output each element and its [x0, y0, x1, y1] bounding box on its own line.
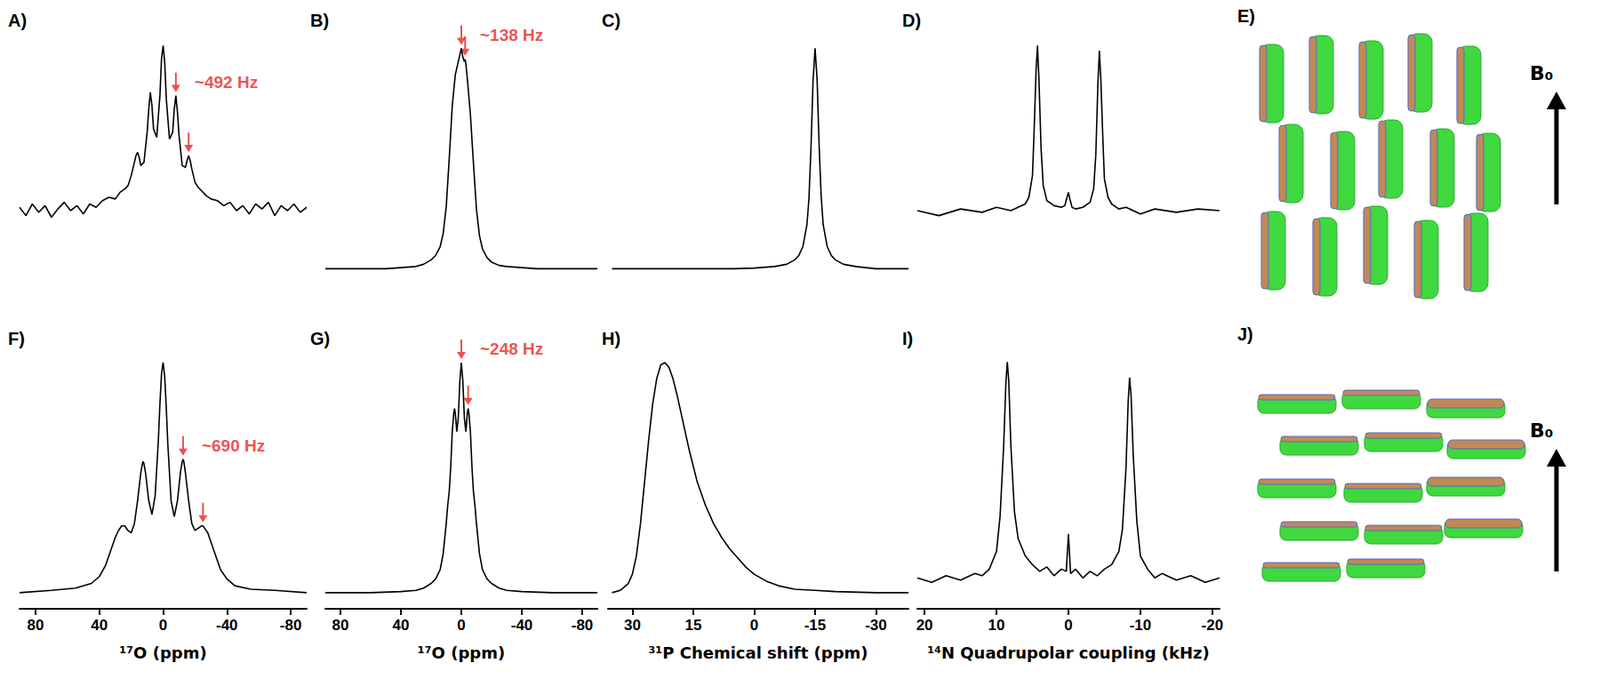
svg-text:0: 0 [159, 616, 168, 634]
svg-text:~492 Hz: ~492 Hz [194, 72, 258, 92]
svg-text:E): E) [1237, 6, 1256, 26]
svg-text:0: 0 [750, 616, 759, 634]
svg-text:F): F) [8, 328, 25, 349]
svg-text:80: 80 [332, 616, 350, 634]
svg-text:-80: -80 [280, 616, 303, 634]
svg-text:¹⁷O (ppm): ¹⁷O (ppm) [417, 643, 505, 663]
svg-text:~138 Hz: ~138 Hz [480, 25, 544, 45]
svg-text:-30: -30 [864, 616, 888, 634]
svg-text:D): D) [902, 10, 921, 31]
svg-text:¹⁷O (ppm): ¹⁷O (ppm) [119, 643, 207, 663]
svg-text:~690 Hz: ~690 Hz [201, 436, 265, 456]
svg-text:B₀: B₀ [1529, 419, 1553, 442]
svg-text:-80: -80 [571, 616, 594, 634]
svg-text:80: 80 [26, 616, 44, 634]
svg-text:0: 0 [456, 616, 465, 634]
svg-text:15: 15 [684, 616, 702, 634]
svg-text:I): I) [902, 328, 913, 349]
svg-text:~248 Hz: ~248 Hz [480, 339, 544, 359]
svg-text:C): C) [601, 10, 621, 31]
svg-text:-15: -15 [804, 616, 827, 634]
svg-text:40: 40 [90, 616, 108, 634]
svg-text:-40: -40 [511, 616, 534, 634]
svg-text:G): G) [310, 328, 330, 349]
svg-text:40: 40 [392, 616, 410, 634]
svg-text:-40: -40 [216, 616, 239, 634]
svg-text:¹⁴N Quadrupolar coupling (kHz): ¹⁴N Quadrupolar coupling (kHz) [927, 643, 1210, 663]
svg-text:20: 20 [916, 616, 934, 634]
svg-text:H): H) [601, 328, 621, 349]
svg-text:10: 10 [988, 616, 1006, 634]
svg-text:-20: -20 [1201, 616, 1224, 634]
svg-text:B): B) [310, 10, 329, 31]
svg-text:J): J) [1237, 324, 1254, 344]
svg-text:B₀: B₀ [1529, 62, 1553, 85]
svg-text:0: 0 [1064, 616, 1072, 634]
svg-text:A): A) [8, 10, 27, 31]
svg-text:-10: -10 [1129, 616, 1152, 634]
svg-text:30: 30 [624, 616, 641, 634]
svg-text:³¹P Chemical shift (ppm): ³¹P Chemical shift (ppm) [648, 643, 868, 663]
